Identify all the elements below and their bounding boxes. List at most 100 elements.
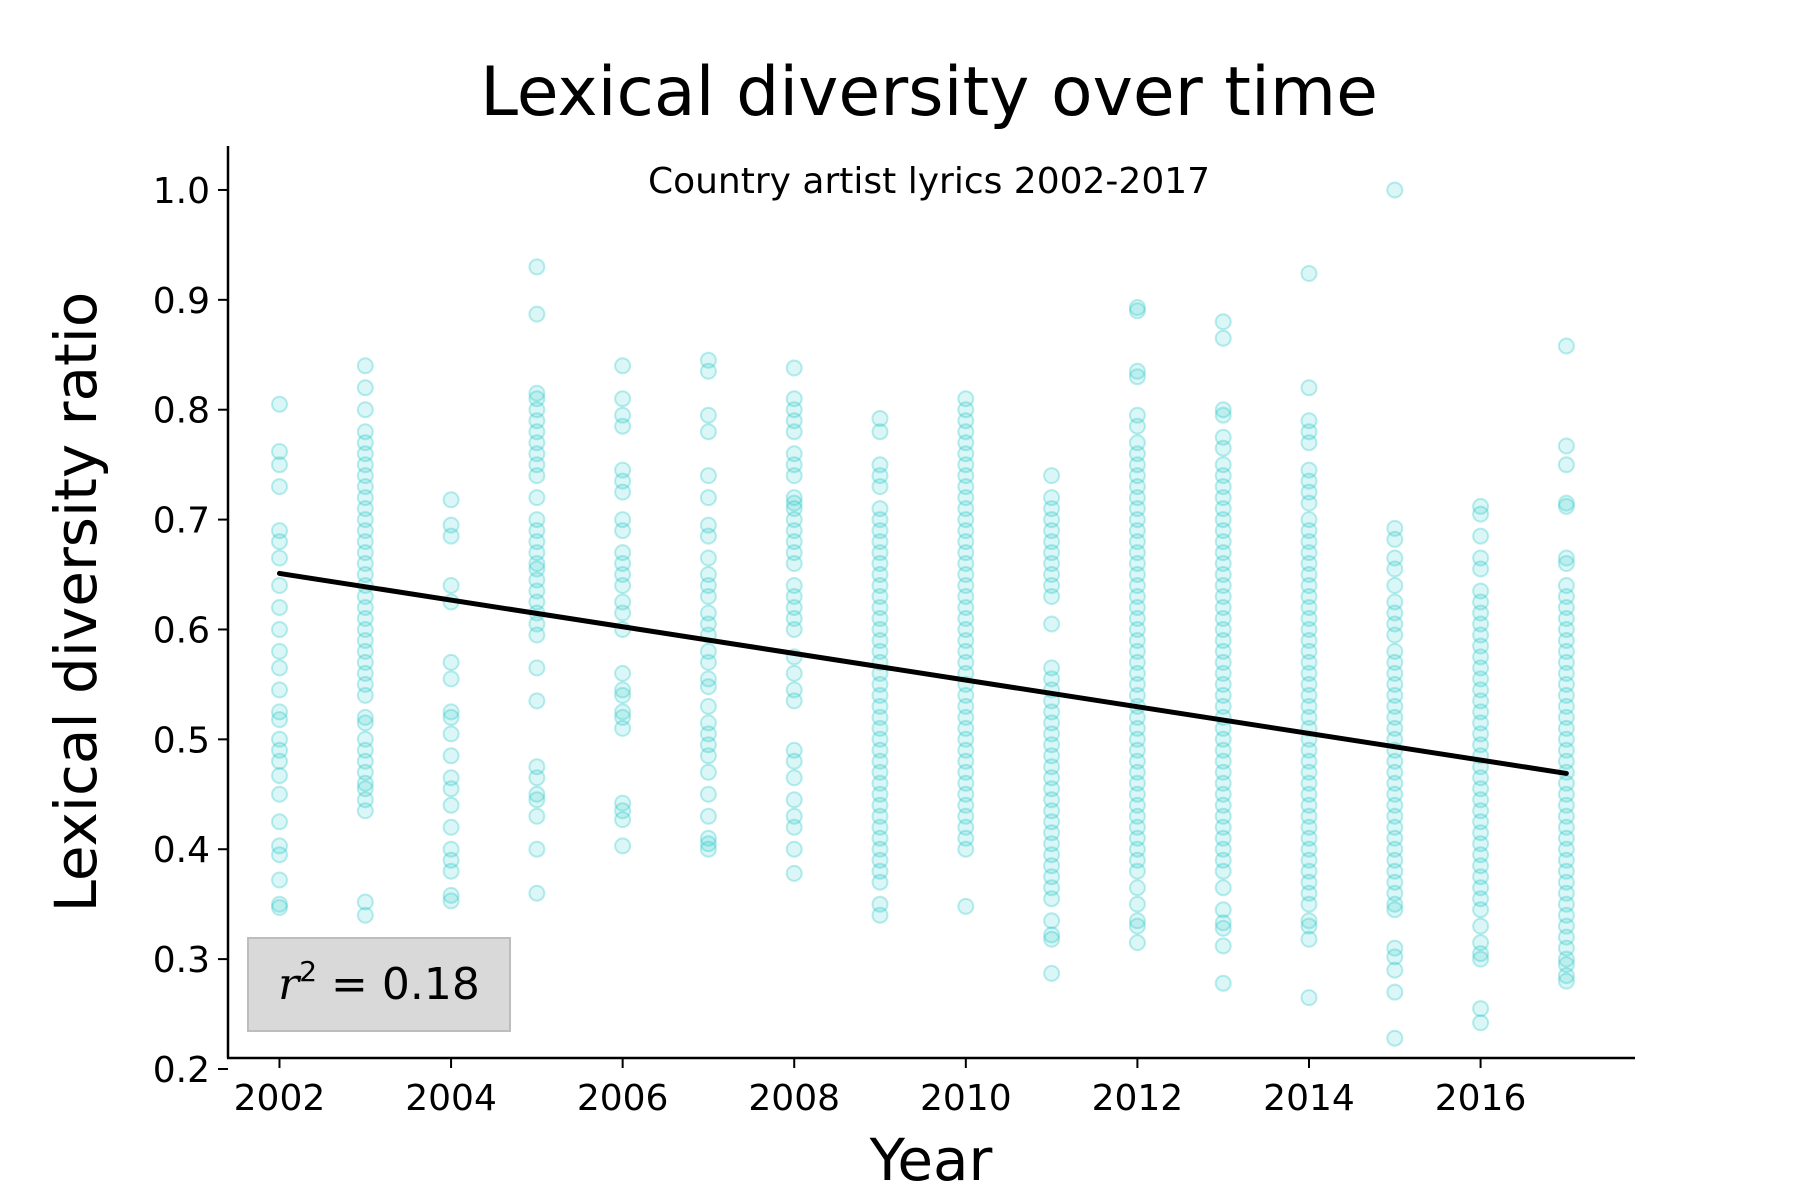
data-point <box>1557 895 1575 913</box>
data-point <box>528 692 546 710</box>
data-point <box>699 736 717 754</box>
data-point <box>1214 533 1232 551</box>
data-point <box>1300 752 1318 770</box>
data-point <box>442 725 460 743</box>
data-point <box>1300 588 1318 605</box>
data-point <box>1472 703 1490 721</box>
data-point <box>1214 741 1232 759</box>
data-point <box>1043 511 1061 529</box>
data-point <box>271 621 288 638</box>
data-point <box>871 873 889 891</box>
data-point <box>1557 752 1575 770</box>
data-point <box>528 489 546 507</box>
data-point <box>1043 857 1061 875</box>
data-point <box>957 697 975 715</box>
y-ticks: 0.2 0.3 0.4 0.5 0.6 0.7 0.8 0.9 1.0 <box>153 171 228 1091</box>
data-point <box>699 653 717 671</box>
data-point <box>699 577 717 594</box>
data-point <box>356 675 374 693</box>
data-point <box>271 895 288 913</box>
data-point <box>1472 934 1490 952</box>
data-point <box>1472 1014 1490 1032</box>
data-point <box>1386 851 1404 869</box>
data-point <box>1214 478 1232 496</box>
data-point <box>1214 752 1232 770</box>
data-point <box>1386 604 1404 622</box>
data-point <box>442 703 460 721</box>
data-point <box>1472 670 1490 688</box>
data-point <box>1214 621 1232 638</box>
data-point <box>957 489 975 507</box>
data-point <box>1386 664 1404 682</box>
data-point <box>957 719 975 737</box>
data-point <box>1557 686 1575 704</box>
data-point <box>1043 736 1061 754</box>
data-point <box>1386 983 1404 1001</box>
data-point <box>1214 456 1232 474</box>
data-point <box>1300 675 1318 693</box>
data-point <box>1300 829 1318 847</box>
data-point <box>699 467 717 485</box>
data-point <box>699 549 717 567</box>
y-axis-label: Lexical diversity ratio <box>42 292 110 913</box>
data-point <box>1386 675 1404 693</box>
data-point <box>356 763 374 781</box>
data-point <box>871 774 889 792</box>
data-point <box>356 730 374 748</box>
data-point <box>1557 642 1575 660</box>
data-point <box>1386 785 1404 803</box>
data-point <box>528 769 546 787</box>
data-point <box>271 681 288 699</box>
data-point <box>1386 807 1404 825</box>
data-point <box>1300 599 1318 616</box>
data-point <box>957 763 975 781</box>
annotation-text: r2 = 0.18 <box>278 955 480 1010</box>
data-point <box>1214 774 1232 792</box>
data-point <box>1214 522 1232 540</box>
data-point <box>356 500 374 518</box>
data-point <box>785 511 803 529</box>
data-point <box>1128 500 1146 518</box>
data-point <box>442 577 460 594</box>
data-point <box>1128 785 1146 803</box>
data-point <box>614 708 632 726</box>
data-point <box>528 412 546 430</box>
data-point <box>1300 577 1318 594</box>
data-point <box>957 456 975 474</box>
data-point <box>1214 642 1232 660</box>
data-point <box>957 840 975 858</box>
data-point <box>1128 708 1146 726</box>
data-point <box>1043 615 1061 633</box>
data-point <box>1557 555 1575 572</box>
data-point <box>1043 566 1061 583</box>
data-point <box>1043 522 1061 540</box>
data-point <box>614 544 632 562</box>
data-point <box>1214 937 1232 955</box>
data-point <box>1214 840 1232 858</box>
data-point <box>614 555 632 572</box>
data-point <box>957 796 975 814</box>
data-point <box>1128 406 1146 424</box>
data-point <box>1557 851 1575 869</box>
data-point <box>356 906 374 924</box>
data-point <box>785 555 803 572</box>
data-point <box>1386 719 1404 737</box>
data-point <box>614 566 632 583</box>
y-tick-label: 0.9 <box>153 281 210 322</box>
data-point <box>785 456 803 474</box>
data-point <box>1300 807 1318 825</box>
data-point <box>957 621 975 638</box>
data-point <box>1557 456 1575 474</box>
data-point <box>1043 846 1061 864</box>
data-point <box>1043 489 1061 507</box>
data-point <box>356 802 374 820</box>
data-point <box>1557 796 1575 814</box>
data-point <box>528 582 546 600</box>
data-point <box>356 664 374 682</box>
y-tick-label: 0.3 <box>153 940 210 981</box>
data-point <box>1128 632 1146 649</box>
data-point <box>528 258 546 276</box>
data-point <box>614 357 632 375</box>
data-point <box>1214 599 1232 616</box>
data-point <box>1557 494 1575 512</box>
